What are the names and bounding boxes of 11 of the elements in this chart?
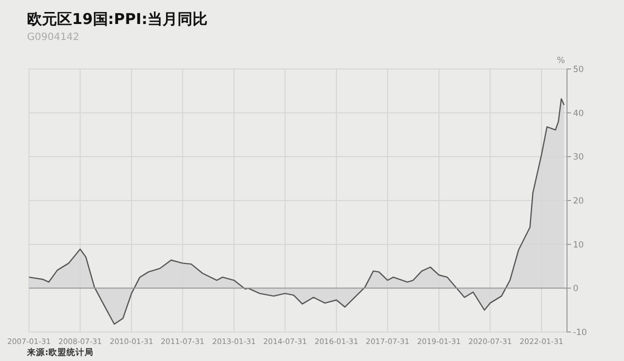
y-tick-label: 10 <box>573 240 584 250</box>
y-tick-label: 0 <box>573 284 578 294</box>
y-tick-label: 20 <box>573 196 584 206</box>
y-tick-label: 50 <box>573 64 584 75</box>
chart-title: 欧元区19国:PPI:当月同比 <box>27 10 208 28</box>
y-tick-label: 30 <box>573 152 584 163</box>
y-tick-label: 40 <box>573 108 584 119</box>
source-note: 来源:欧盟统计局 <box>26 347 94 358</box>
chart-subtitle: G0904142 <box>27 32 80 43</box>
y-tick-label: -10 <box>573 328 587 338</box>
y-axis-title: % <box>556 56 565 66</box>
